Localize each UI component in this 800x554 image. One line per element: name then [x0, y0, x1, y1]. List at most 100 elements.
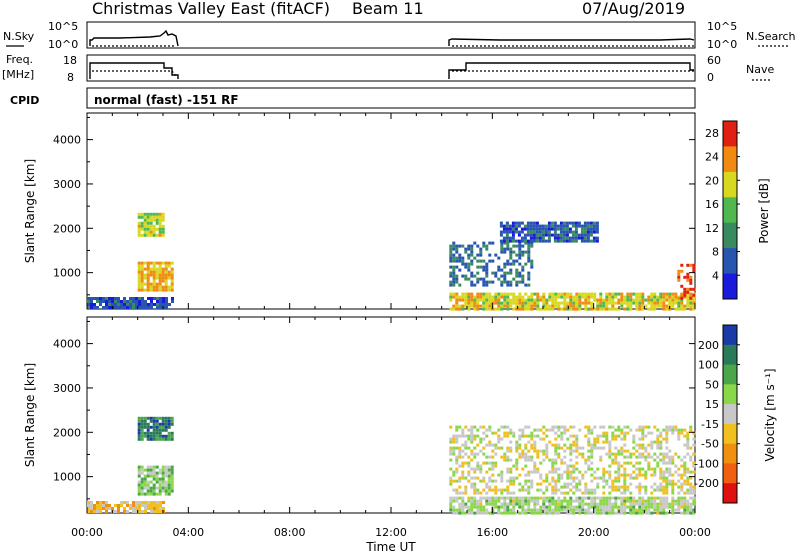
echo-cell — [560, 295, 564, 299]
echo-cell — [635, 443, 639, 447]
echo-cell — [473, 505, 477, 509]
echo-cell — [575, 295, 579, 299]
echo-cell — [623, 508, 627, 512]
echo-cell — [671, 428, 675, 432]
echo-cell — [626, 431, 630, 435]
echo-cell — [589, 233, 593, 237]
echo-cell — [548, 505, 552, 509]
echo-cell — [512, 464, 516, 468]
echo-cell — [539, 508, 543, 512]
echo-cell — [590, 449, 594, 453]
echo-cell — [162, 303, 165, 306]
echo-cell — [482, 292, 486, 296]
echo-cell — [541, 227, 545, 231]
echo-cell — [545, 479, 549, 483]
echo-cell — [608, 502, 612, 506]
colorbar-tick-label: -200 — [694, 477, 719, 490]
echo-cell — [467, 428, 471, 432]
echo-cell — [602, 470, 606, 474]
echo-cell — [620, 464, 624, 468]
echo-cell — [144, 504, 147, 507]
echo-cell — [524, 473, 528, 477]
echo-cell — [632, 470, 636, 474]
echo-cell — [155, 434, 159, 438]
echo-cell — [536, 502, 540, 506]
echo-cell — [520, 221, 524, 225]
echo-cell — [533, 428, 537, 432]
echo-cell — [641, 434, 645, 438]
echo-cell — [575, 446, 579, 450]
echo-cell — [529, 227, 533, 231]
echo-cell — [476, 488, 480, 492]
echo-cell — [500, 292, 504, 296]
echo-cell — [503, 241, 507, 245]
echo-cell — [137, 215, 141, 219]
echo-cell — [584, 496, 588, 500]
echo-cell — [164, 419, 168, 423]
echo-cell — [638, 496, 642, 500]
colorbar-segment — [723, 146, 737, 173]
echo-cell — [167, 471, 171, 475]
colorbar-segment — [723, 121, 737, 147]
echo-cell — [146, 230, 150, 234]
echo-cell — [589, 221, 593, 225]
echo-cell — [560, 437, 564, 441]
echo-cell — [167, 273, 171, 277]
echo-cell — [617, 464, 621, 468]
echo-cell — [620, 508, 624, 512]
echo-cell — [583, 239, 587, 243]
echo-cell — [150, 297, 153, 300]
echo-cell — [485, 307, 489, 311]
echo-cell — [90, 504, 93, 507]
echo-cell — [575, 434, 579, 438]
echo-cell — [105, 510, 108, 513]
echo-cell — [509, 499, 513, 503]
echo-cell — [668, 473, 672, 477]
power-frame — [86, 112, 696, 310]
echo-cell — [686, 505, 690, 509]
echo-cell — [524, 443, 528, 447]
echo-cell — [644, 491, 648, 495]
echo-cell — [650, 455, 654, 459]
echo-cell — [467, 511, 471, 515]
echo-cell — [473, 470, 477, 474]
echo-cell — [165, 300, 168, 303]
echo-cell — [499, 239, 503, 243]
echo-cell — [524, 434, 528, 438]
echo-cell — [449, 283, 453, 287]
echo-cell — [509, 470, 513, 474]
echo-cell — [638, 425, 642, 429]
echo-cell — [488, 298, 492, 302]
echo-cell — [111, 300, 114, 303]
echo-cell — [581, 455, 585, 459]
echo-cell — [464, 440, 468, 444]
x-tick-label: 00:00 — [71, 526, 103, 539]
echo-cell — [482, 268, 486, 272]
echo-cell — [485, 502, 489, 506]
echo-cell — [170, 474, 174, 478]
echo-cell — [599, 292, 603, 296]
echo-cell — [653, 452, 657, 456]
echo-cell — [527, 244, 531, 248]
echo-cell — [455, 304, 459, 308]
echo-cell — [155, 270, 159, 274]
echo-cell — [562, 224, 566, 228]
nsky-tick-top: 10^5 — [48, 20, 78, 33]
echo-cell — [485, 455, 489, 459]
echo-cell — [164, 486, 168, 490]
echo-cell — [524, 479, 528, 483]
echo-cell — [554, 298, 558, 302]
echo-cell — [158, 431, 162, 435]
echo-cell — [553, 239, 557, 243]
echo-cell — [506, 491, 510, 495]
echo-cell — [527, 277, 531, 281]
echo-cell — [488, 304, 492, 308]
echo-cell — [563, 505, 567, 509]
echo-cell — [551, 508, 555, 512]
echo-cell — [560, 431, 564, 435]
echo-cell — [587, 458, 591, 462]
echo-cell — [524, 455, 528, 459]
echo-cell — [143, 230, 147, 234]
echo-cell — [458, 508, 462, 512]
